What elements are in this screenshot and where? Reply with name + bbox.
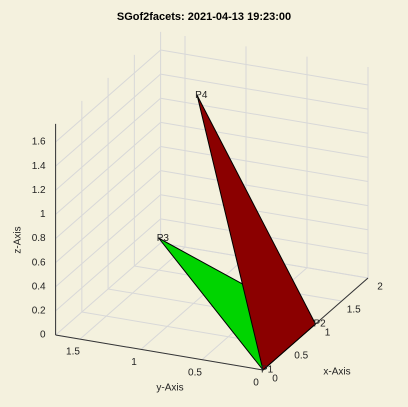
z-axis-label: z-Axis <box>13 226 24 253</box>
grid-line <box>160 194 369 231</box>
grid-line <box>55 146 161 239</box>
y-tick-label: 1 <box>131 357 137 368</box>
point-label: P2 <box>314 319 327 330</box>
grid-line <box>160 49 369 86</box>
grid-line <box>55 170 161 263</box>
point-label: P4 <box>195 90 208 101</box>
x-tick-label: 2 <box>377 282 383 293</box>
grid-line <box>55 194 161 288</box>
z-tick-label: 1.4 <box>32 161 46 172</box>
z-tick-label: 1.2 <box>32 185 46 196</box>
z-tick-label: 0.4 <box>32 281 46 292</box>
grid-line <box>55 49 161 143</box>
facet <box>196 94 316 371</box>
grid-line <box>160 73 369 110</box>
grid-line <box>55 73 161 167</box>
grid-line <box>55 218 161 312</box>
grid-line <box>55 97 161 191</box>
y-tick-label: 1.5 <box>66 347 80 358</box>
grid-line <box>79 246 186 340</box>
grid-line <box>55 242 161 336</box>
grid-line <box>160 146 369 183</box>
point-label: P3 <box>157 233 170 244</box>
y-axis-label: y-Axis <box>156 383 183 394</box>
x-tick-label: 0 <box>272 374 278 385</box>
plot-area: P1 P2 P3 P4 <box>157 90 326 376</box>
grid-line <box>55 122 161 215</box>
x-tick-label: 1 <box>325 328 331 339</box>
x-tick-label: 1.5 <box>347 305 361 316</box>
grid-line <box>140 257 247 350</box>
y-axis-line <box>55 334 264 371</box>
x-axis-label: x-Axis <box>323 367 350 378</box>
x-tick-label: 0.5 <box>294 351 308 362</box>
z-tick-label: 0.2 <box>32 306 46 317</box>
grid-line <box>160 121 369 158</box>
point-label: P1 <box>261 365 274 376</box>
z-tick-label: 0.8 <box>32 233 46 244</box>
grid-line <box>160 170 369 207</box>
chart-title: SGof2facets: 2021-04-13 19:23:00 <box>117 11 291 23</box>
z-tick-label: 1 <box>40 209 46 220</box>
y-tick-label: 0.5 <box>188 367 202 378</box>
grid-line <box>160 97 369 134</box>
z-tick-label: 1.6 <box>32 137 46 148</box>
z-tick-label: 0.6 <box>32 257 46 268</box>
z-tick-label: 0 <box>40 330 46 341</box>
grid: 0 0.5 1 1.5 2 0 0.5 1 1.5 0 0.2 0.4 0.6 0.8 1 1.2 1.4 1.6 <box>32 31 383 389</box>
y-tick-label: 0 <box>253 378 259 389</box>
